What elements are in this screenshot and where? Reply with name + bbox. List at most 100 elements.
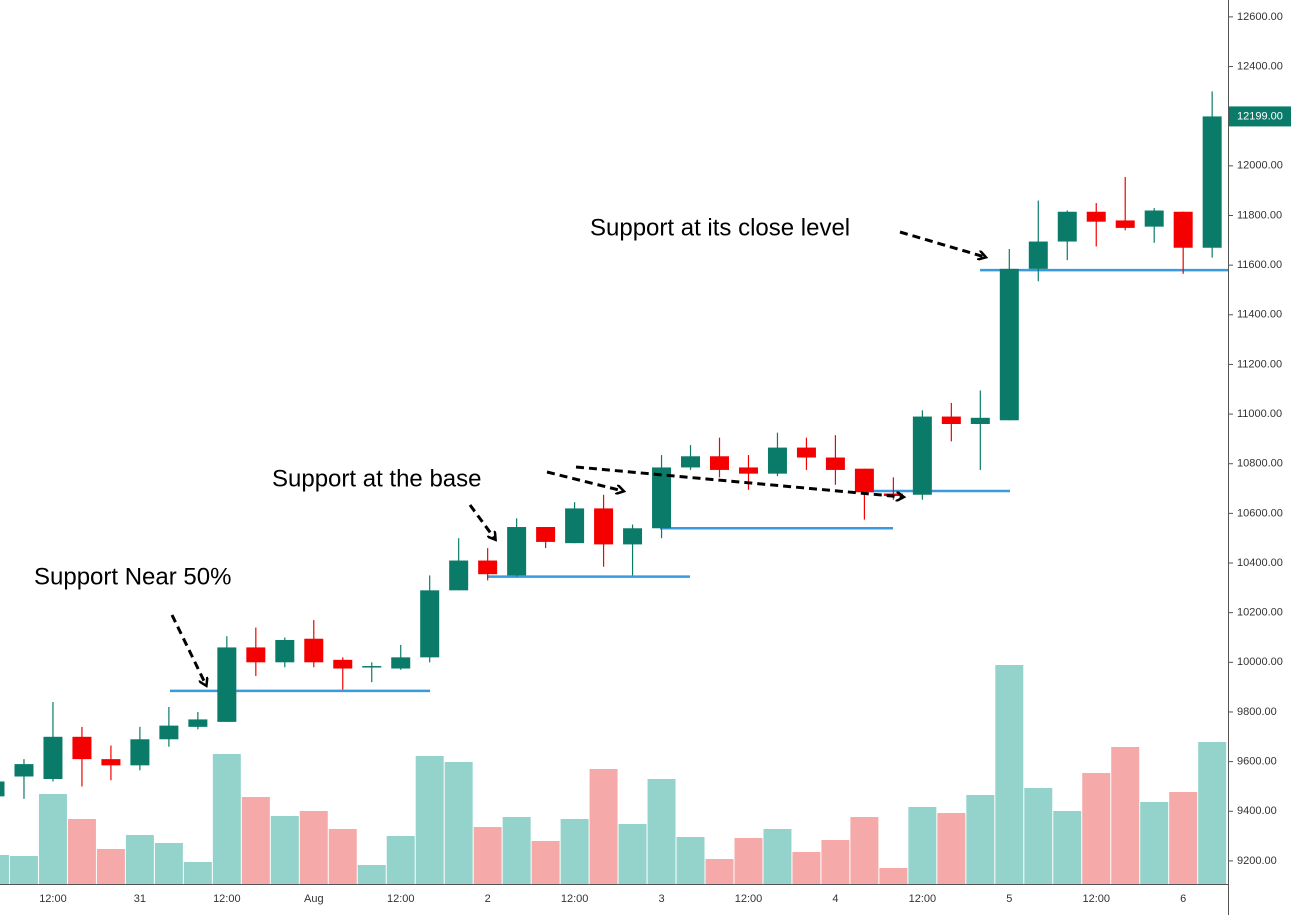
annotation: Support Near 50% <box>34 563 231 590</box>
candle-body <box>159 725 179 740</box>
volume-bar <box>763 829 792 884</box>
volume-bar <box>212 754 241 884</box>
candle-body <box>507 527 527 576</box>
y-tick-label: 11400.00 <box>1237 309 1282 321</box>
candle-body <box>275 639 295 663</box>
x-tick-label: 12:00 <box>735 893 763 905</box>
y-tick-label: 9600.00 <box>1237 756 1277 768</box>
arrow <box>575 465 903 497</box>
annotation: Support at its close level <box>590 214 850 241</box>
x-tick-label: 12:00 <box>909 893 937 905</box>
volume-bar <box>386 836 415 884</box>
y-tick-label: 10000.00 <box>1237 656 1283 668</box>
y-tick-label: 9400.00 <box>1237 805 1277 817</box>
last-price-tag <box>1229 106 1291 127</box>
volume-bar <box>1140 802 1169 884</box>
candle-body <box>1144 210 1164 227</box>
candle-body <box>652 467 672 529</box>
candle-body <box>101 759 121 766</box>
candle-body <box>681 456 701 468</box>
volume-bar <box>821 840 850 884</box>
volume-bar <box>618 824 647 884</box>
volume-bar <box>67 819 96 884</box>
volume-bar <box>357 865 386 884</box>
volume-bar <box>966 795 995 884</box>
candle-body <box>1173 211 1193 248</box>
candle-body <box>333 659 353 669</box>
volume-bar <box>415 756 444 884</box>
annotation: Support at the base <box>272 465 481 492</box>
x-tick-label: 12:00 <box>39 893 67 905</box>
candle-body <box>999 268 1019 421</box>
volume-bar <box>125 835 154 884</box>
x-tick-label: 12:00 <box>387 893 415 905</box>
y-tick-label: 11000.00 <box>1237 408 1282 420</box>
candle-body <box>825 457 845 470</box>
volume-bar <box>531 841 560 884</box>
volume-bar <box>502 817 531 884</box>
volume-bar <box>0 855 9 884</box>
volume-bar <box>908 807 937 884</box>
y-tick-label: 9200.00 <box>1237 855 1277 867</box>
x-tick-label: 12:00 <box>561 893 589 905</box>
candle-body <box>738 467 758 474</box>
y-tick-label: 10800.00 <box>1237 458 1283 470</box>
candle-body <box>0 781 5 797</box>
x-tick-label: 5 <box>1006 893 1012 905</box>
volume-bar <box>154 843 183 884</box>
arrow <box>468 504 495 539</box>
volume-bar <box>995 665 1024 884</box>
volume-bar <box>328 829 357 884</box>
volume-bar <box>38 794 67 884</box>
volume-bar <box>734 838 763 884</box>
candle-body <box>391 657 411 669</box>
volume-bar <box>270 816 299 884</box>
candle-body <box>188 719 208 727</box>
candle-body <box>217 647 237 722</box>
volume-bar <box>676 837 705 884</box>
volume-bar <box>9 856 38 884</box>
candle-body <box>796 447 816 458</box>
candle-layer <box>0 91 1222 799</box>
volume-bar <box>647 779 676 884</box>
volume-bar <box>444 762 473 884</box>
candle-body <box>246 647 266 663</box>
x-tick-label: 2 <box>485 893 491 905</box>
candle-body <box>420 590 440 658</box>
candle-body <box>43 736 63 779</box>
volume-bar <box>879 868 908 884</box>
x-tick-label: 6 <box>1180 893 1186 905</box>
arrow <box>546 470 623 491</box>
x-tick-label: 12:00 <box>1082 893 1110 905</box>
candle-body <box>941 416 961 425</box>
volume-bar <box>473 827 502 884</box>
candle-body <box>710 456 729 470</box>
last-price-label: 12199.00 <box>1237 110 1283 122</box>
volume-bar <box>1024 788 1053 884</box>
candle-body <box>970 417 990 425</box>
arrow <box>899 230 985 257</box>
candle-body <box>565 508 585 544</box>
candle-body <box>1115 220 1135 228</box>
y-tick-label: 11600.00 <box>1237 259 1282 271</box>
candle-body <box>304 638 324 663</box>
candle-body <box>130 739 150 766</box>
volume-bar <box>850 817 879 884</box>
volume-bar <box>589 769 618 884</box>
x-tick-label: 4 <box>832 893 838 905</box>
y-tick-label: 12400.00 <box>1237 60 1283 72</box>
y-tick-label: 9800.00 <box>1237 706 1277 718</box>
volume-bar <box>560 819 589 884</box>
volume-layer <box>0 665 1227 884</box>
x-tick-label: 31 <box>134 893 146 905</box>
x-tick-label: Aug <box>304 893 324 905</box>
y-tick-label: 10400.00 <box>1237 557 1283 569</box>
volume-bar <box>299 811 328 884</box>
y-tick-label: 11200.00 <box>1237 358 1282 370</box>
x-tick-label: 12:00 <box>213 893 241 905</box>
volume-bar <box>96 849 125 884</box>
candle-body <box>767 447 787 474</box>
candle-body <box>536 527 556 542</box>
volume-bar <box>1082 773 1111 884</box>
